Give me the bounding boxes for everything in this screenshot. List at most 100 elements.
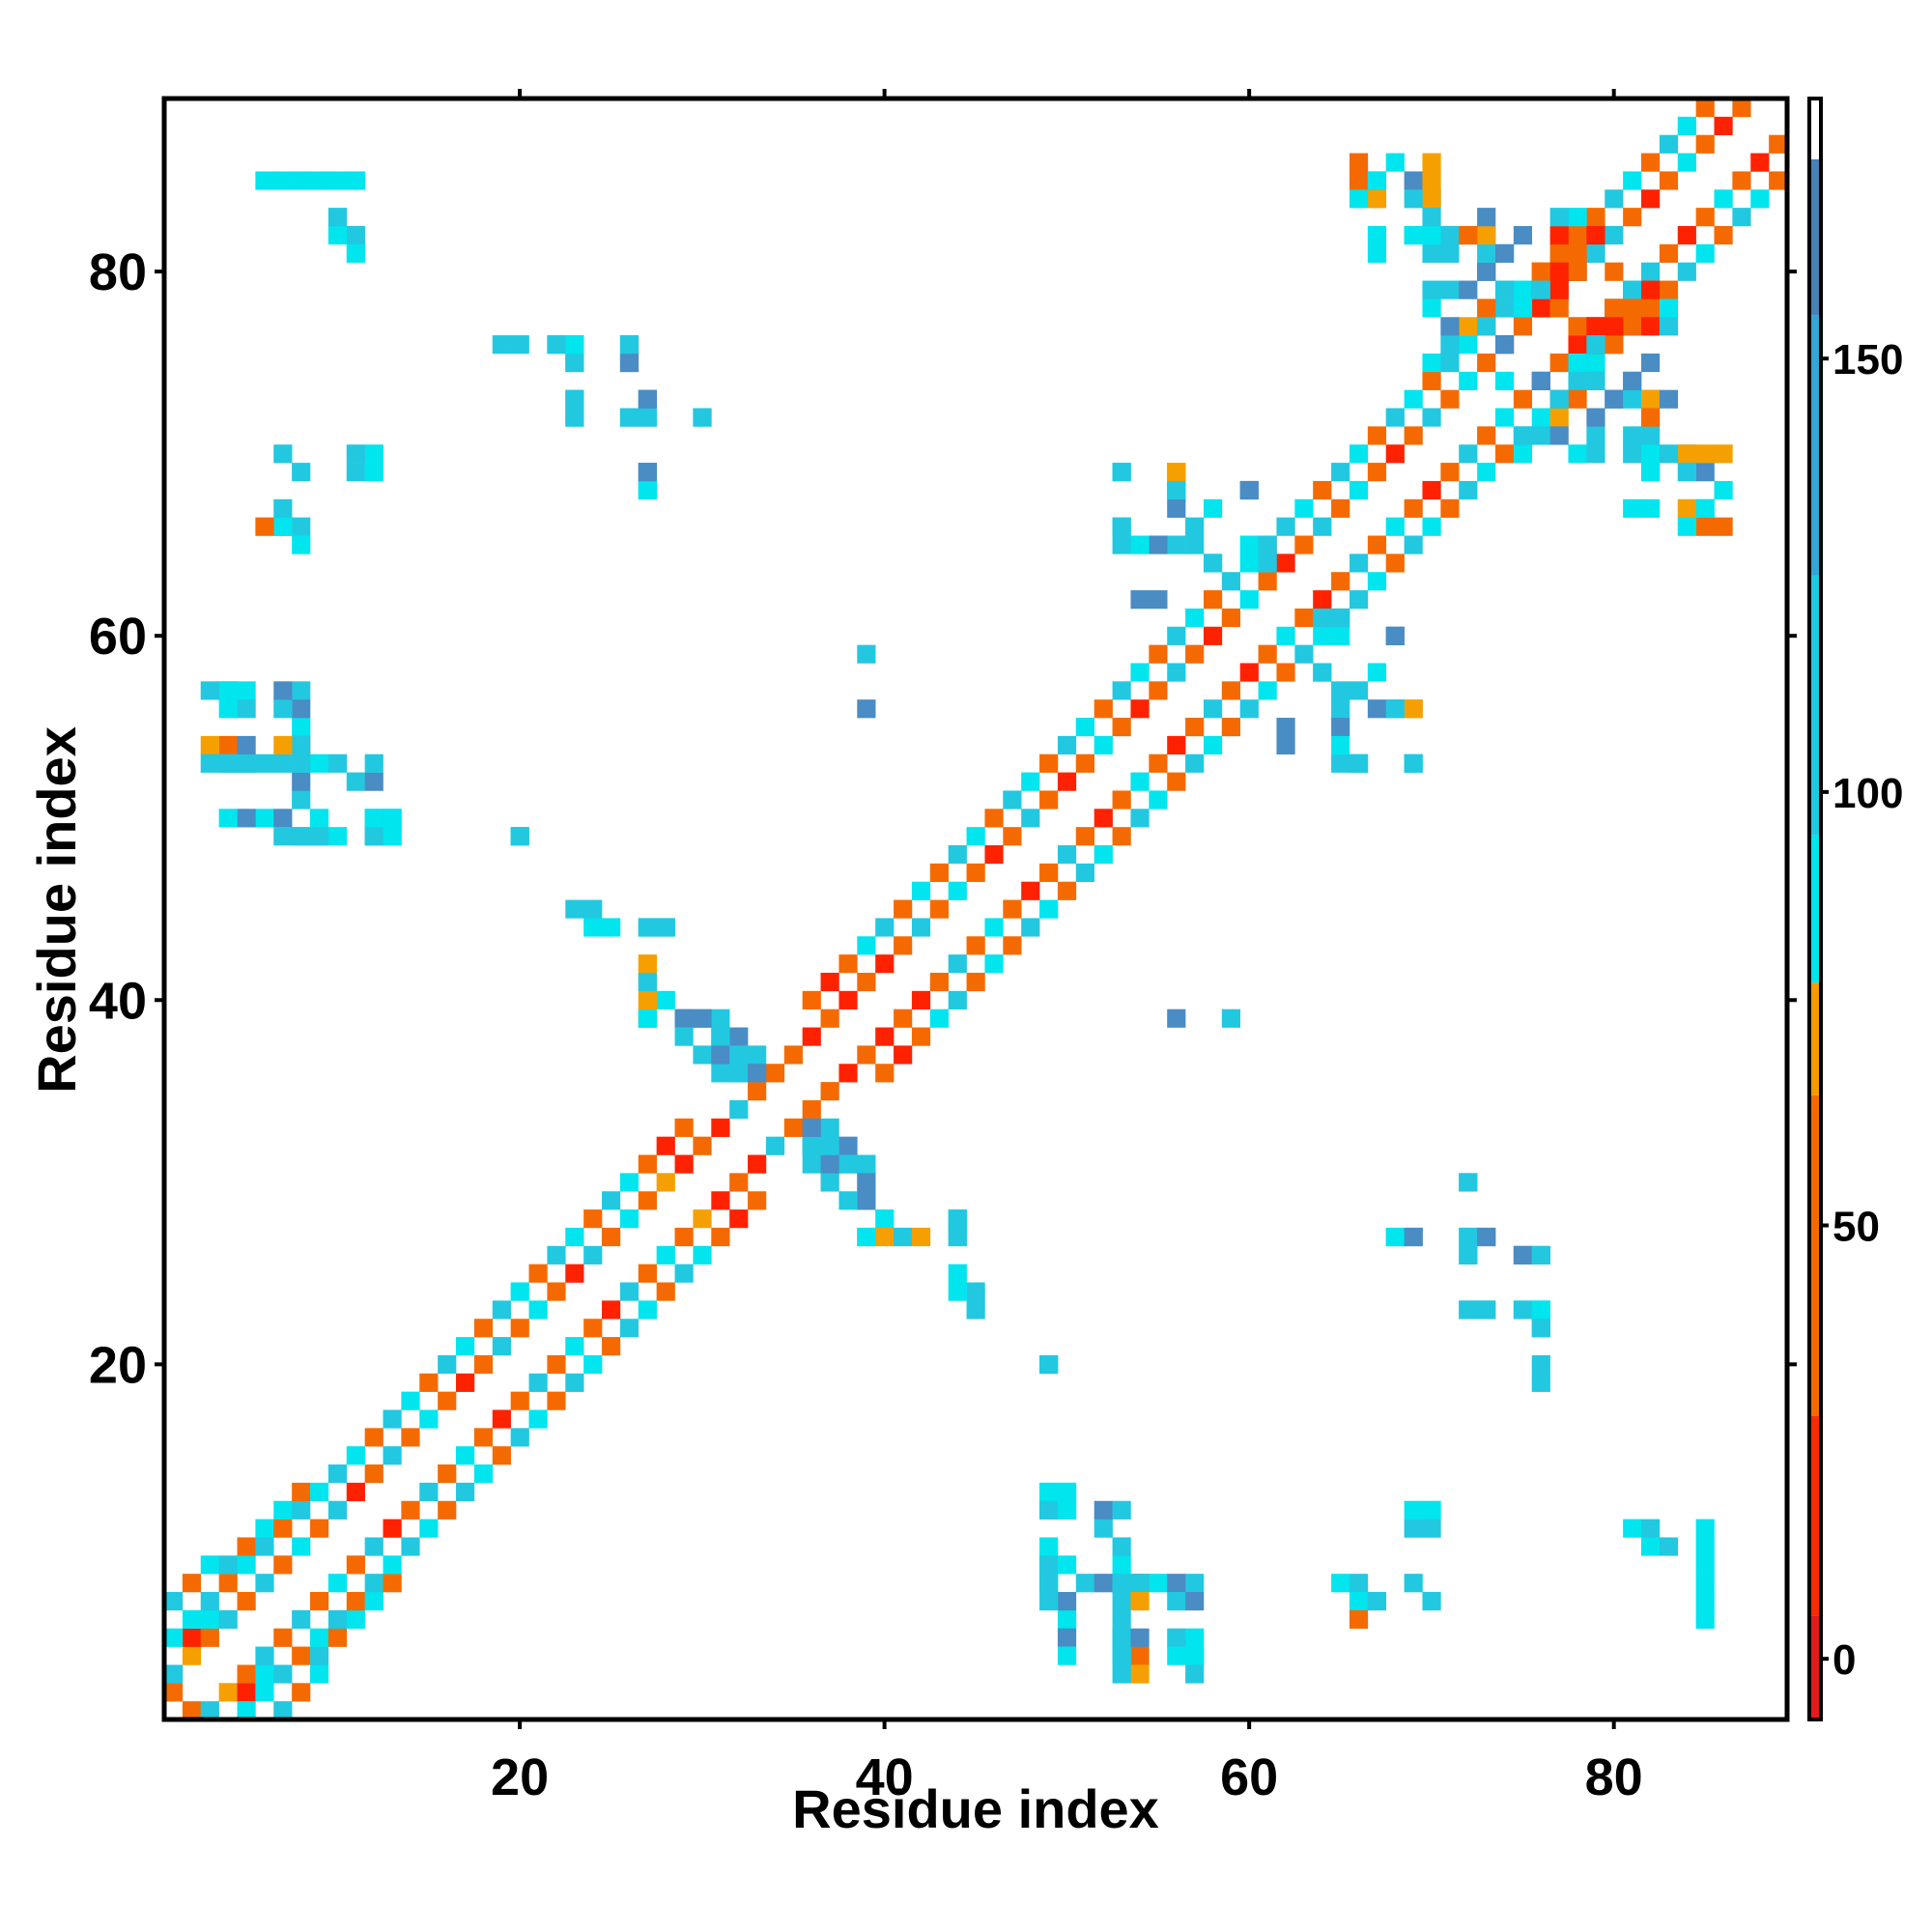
heatmap-cell [1149, 681, 1168, 700]
heatmap-cell [711, 1191, 730, 1210]
heatmap-cell [748, 1045, 767, 1065]
heatmap-cell [1167, 1009, 1186, 1028]
heatmap-cell [346, 1592, 365, 1611]
heatmap-cell [292, 735, 311, 755]
heatmap-cell [1239, 554, 1259, 573]
heatmap-cell [528, 1300, 548, 1320]
heatmap-cell [820, 1009, 839, 1028]
heatmap-cell [1112, 535, 1131, 554]
heatmap-cell [255, 1646, 274, 1665]
heatmap-cell [565, 1227, 584, 1247]
heatmap-cell [1094, 1500, 1113, 1520]
heatmap-cell [255, 1683, 274, 1702]
heatmap-cell [1750, 153, 1770, 172]
heatmap-cell [1331, 626, 1350, 645]
heatmap-cell [1459, 1245, 1478, 1264]
heatmap-cell [1605, 225, 1624, 245]
heatmap-cell [273, 1555, 293, 1575]
heatmap-cell [1112, 681, 1131, 700]
heatmap-cell [1677, 517, 1696, 536]
heatmap-cell [1459, 225, 1478, 245]
heatmap-cell [619, 335, 639, 355]
heatmap-cell [1385, 517, 1405, 536]
heatmap-cell [327, 1464, 348, 1484]
heatmap-cell [638, 408, 657, 427]
heatmap-cell [1422, 171, 1441, 190]
heatmap-cell [1605, 389, 1624, 409]
heatmap-cell [1623, 280, 1642, 299]
x-tick-label: 20 [491, 1748, 549, 1806]
heatmap-cell [1112, 1609, 1131, 1630]
heatmap-cell [310, 1646, 329, 1665]
heatmap-cell [1531, 280, 1550, 299]
heatmap-cell [1167, 1574, 1186, 1593]
heatmap-cell [1057, 1646, 1077, 1665]
heatmap-cell [1075, 827, 1094, 846]
heatmap-cell [1477, 1300, 1496, 1320]
heatmap-cell [1695, 1574, 1715, 1593]
heatmap-cell [565, 389, 584, 409]
heatmap-cell [802, 1099, 821, 1120]
heatmap-cell [327, 225, 348, 245]
x-tick-label: 60 [1220, 1748, 1278, 1806]
heatmap-cell [218, 699, 238, 719]
heatmap-cell [528, 1409, 548, 1429]
heatmap-cell [693, 1045, 712, 1065]
colorbar-band [1809, 158, 1821, 316]
heatmap-cell [656, 918, 675, 937]
heatmap-cell [1331, 735, 1350, 755]
heatmap-cell [1568, 243, 1587, 263]
heatmap-cell [310, 827, 329, 846]
heatmap-cell [383, 1519, 402, 1538]
heatmap-cell [273, 681, 293, 700]
heatmap-cell [1513, 389, 1533, 409]
heatmap-cell [1039, 1537, 1059, 1556]
heatmap-cell [1494, 280, 1515, 299]
heatmap-cell [857, 972, 876, 992]
heatmap-cell [966, 863, 985, 883]
heatmap-cell [364, 1464, 384, 1484]
heatmap-cell [1695, 1609, 1715, 1630]
heatmap-cell [1732, 171, 1751, 190]
heatmap-cell [948, 881, 967, 900]
heatmap-cell [255, 1664, 274, 1684]
heatmap-cell [1039, 1354, 1059, 1375]
heatmap-cell [1331, 498, 1350, 518]
heatmap-cell [748, 1064, 767, 1083]
heatmap-cell [1276, 718, 1295, 737]
heatmap-cell [1477, 208, 1496, 227]
heatmap-cell [838, 954, 858, 974]
heatmap-cell [292, 463, 311, 482]
heatmap-cell [292, 517, 311, 536]
heatmap-cell [1130, 590, 1150, 610]
heatmap-cell [1404, 753, 1423, 773]
heatmap-cell [1039, 899, 1059, 919]
heatmap-cell [966, 936, 985, 955]
heatmap-cell [1477, 262, 1496, 281]
heatmap-cell [1531, 298, 1550, 318]
heatmap-cell [929, 899, 949, 919]
heatmap-cell [1112, 1555, 1131, 1575]
heatmap-cell [346, 1482, 365, 1502]
heatmap-cell [1367, 225, 1387, 245]
heatmap-cell [1477, 298, 1496, 318]
heatmap-cell [1057, 1592, 1077, 1611]
colorbar-tick-label: 50 [1833, 1204, 1880, 1251]
heatmap-cell [1568, 353, 1587, 373]
heatmap-cell [1039, 1574, 1059, 1593]
heatmap-cell [1203, 626, 1223, 645]
heatmap-cell [1440, 225, 1460, 245]
heatmap-cell [1640, 426, 1661, 445]
heatmap-cell [638, 972, 657, 992]
heatmap-cell [619, 353, 639, 373]
heatmap-cell [1422, 225, 1441, 245]
heatmap-cell [1021, 881, 1040, 900]
heatmap-cell [1221, 608, 1241, 628]
heatmap-cell [1640, 408, 1661, 427]
heatmap-cell [383, 1574, 402, 1593]
heatmap-cell [292, 772, 311, 791]
heatmap-cell [1623, 317, 1642, 336]
heatmap-cell [911, 918, 931, 937]
heatmap-cell [565, 1337, 584, 1356]
heatmap-cell [1331, 463, 1350, 482]
